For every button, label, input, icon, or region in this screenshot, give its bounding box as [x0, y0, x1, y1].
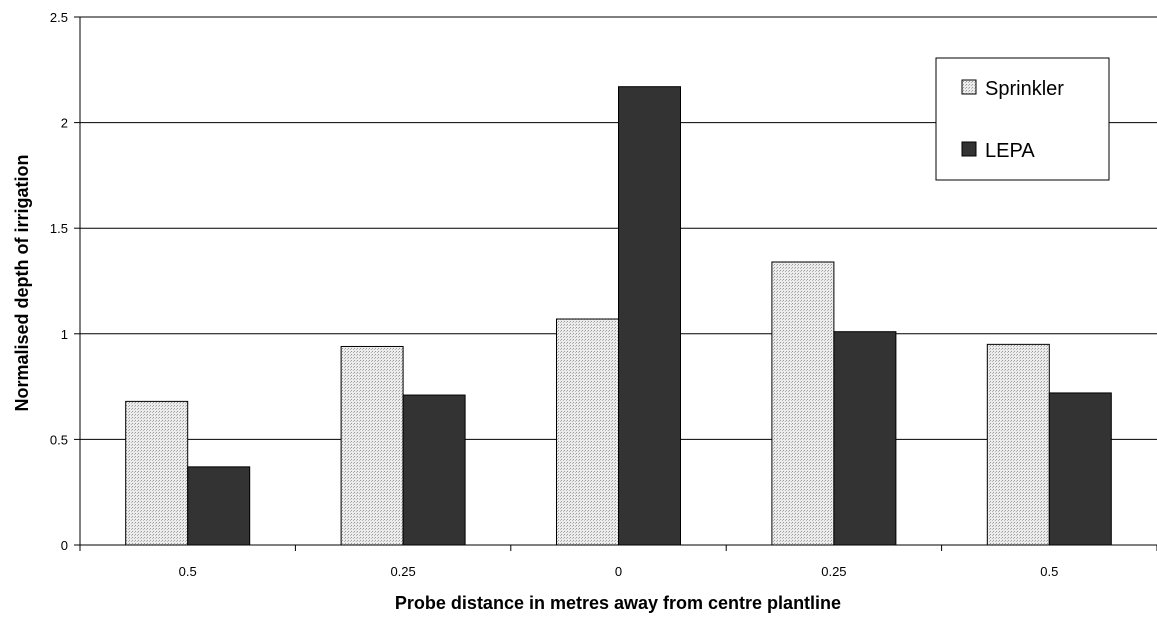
y-tick-label: 2.5: [50, 10, 68, 25]
bar-lepa: [187, 466, 251, 546]
y-tick-label: 0: [61, 538, 68, 553]
legend-label-lepa: LEPA: [985, 140, 1035, 162]
x-tick-label: 0.25: [390, 564, 415, 579]
bar-lepa: [833, 331, 897, 546]
y-ticks: 0 0.5 1 1.5 2 2.5: [50, 10, 80, 553]
y-tick-label: 0.5: [50, 432, 68, 447]
legend-swatch-sprinkler: [961, 79, 977, 95]
bar-lepa: [618, 86, 681, 546]
y-tick-label: 1.5: [50, 221, 68, 236]
bars: [125, 86, 1112, 546]
bar-sprinkler: [340, 345, 404, 546]
x-axis-title: Probe distance in metres away from centr…: [395, 593, 841, 613]
bar-sprinkler: [986, 343, 1050, 546]
bar-lepa: [402, 394, 466, 546]
x-tick-label: 0.25: [821, 564, 846, 579]
bar-sprinkler: [125, 400, 189, 546]
x-tick-label: 0.5: [179, 564, 197, 579]
x-ticks: 0.5 0.25 0 0.25 0.5: [79, 545, 1157, 579]
legend-label-sprinkler: Sprinkler: [985, 78, 1064, 100]
x-tick-label: 0: [615, 564, 622, 579]
legend: Sprinkler LEPA: [935, 57, 1110, 181]
y-tick-label: 1: [61, 327, 68, 342]
y-axis-title: Normalised depth of irrigation: [12, 154, 32, 411]
legend-box: [935, 57, 1110, 181]
bar-sprinkler: [556, 318, 619, 546]
x-tick-label: 0.5: [1040, 564, 1058, 579]
bar-sprinkler: [771, 261, 835, 546]
bar-lepa: [1048, 392, 1112, 546]
legend-swatch-lepa: [961, 141, 977, 157]
y-tick-label: 2: [61, 116, 68, 131]
